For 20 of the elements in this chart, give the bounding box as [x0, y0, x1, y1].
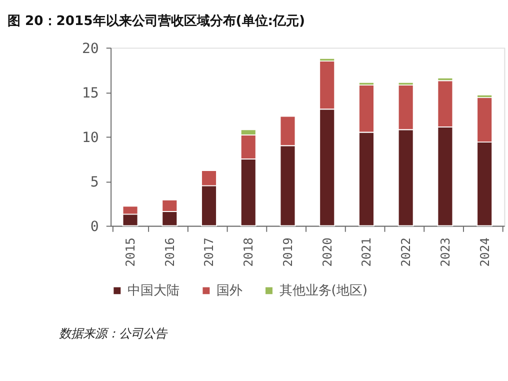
x-tick-label: 2024	[478, 237, 492, 267]
x-tick-label: 2021	[360, 237, 374, 267]
x-tick-label: 2019	[280, 237, 295, 267]
y-tick-label: 5	[90, 174, 99, 190]
legend-label: 国外	[216, 283, 243, 298]
legend-label: 其他业务(地区)	[279, 283, 368, 298]
x-tick-label: 2022	[399, 237, 414, 267]
y-tick-label: 0	[90, 218, 99, 235]
x-tick-label: 2018	[242, 237, 256, 267]
legend-label: 中国大陆	[127, 283, 180, 298]
x-tick-label: 2015	[124, 237, 138, 267]
x-tick-label: 2016	[162, 237, 177, 267]
chart-title: 图 20：2015年以来公司营收区域分布(单位:亿元)	[8, 13, 306, 30]
y-tick-label: 20	[82, 40, 99, 57]
source-note: 数据来源：公司公告	[59, 326, 168, 340]
x-tick-label: 2023	[438, 237, 452, 267]
x-tick-label: 2017	[202, 237, 216, 267]
y-tick-label: 15	[82, 85, 99, 102]
y-tick-label: 10	[82, 130, 99, 146]
x-tick-label: 2020	[320, 237, 334, 267]
